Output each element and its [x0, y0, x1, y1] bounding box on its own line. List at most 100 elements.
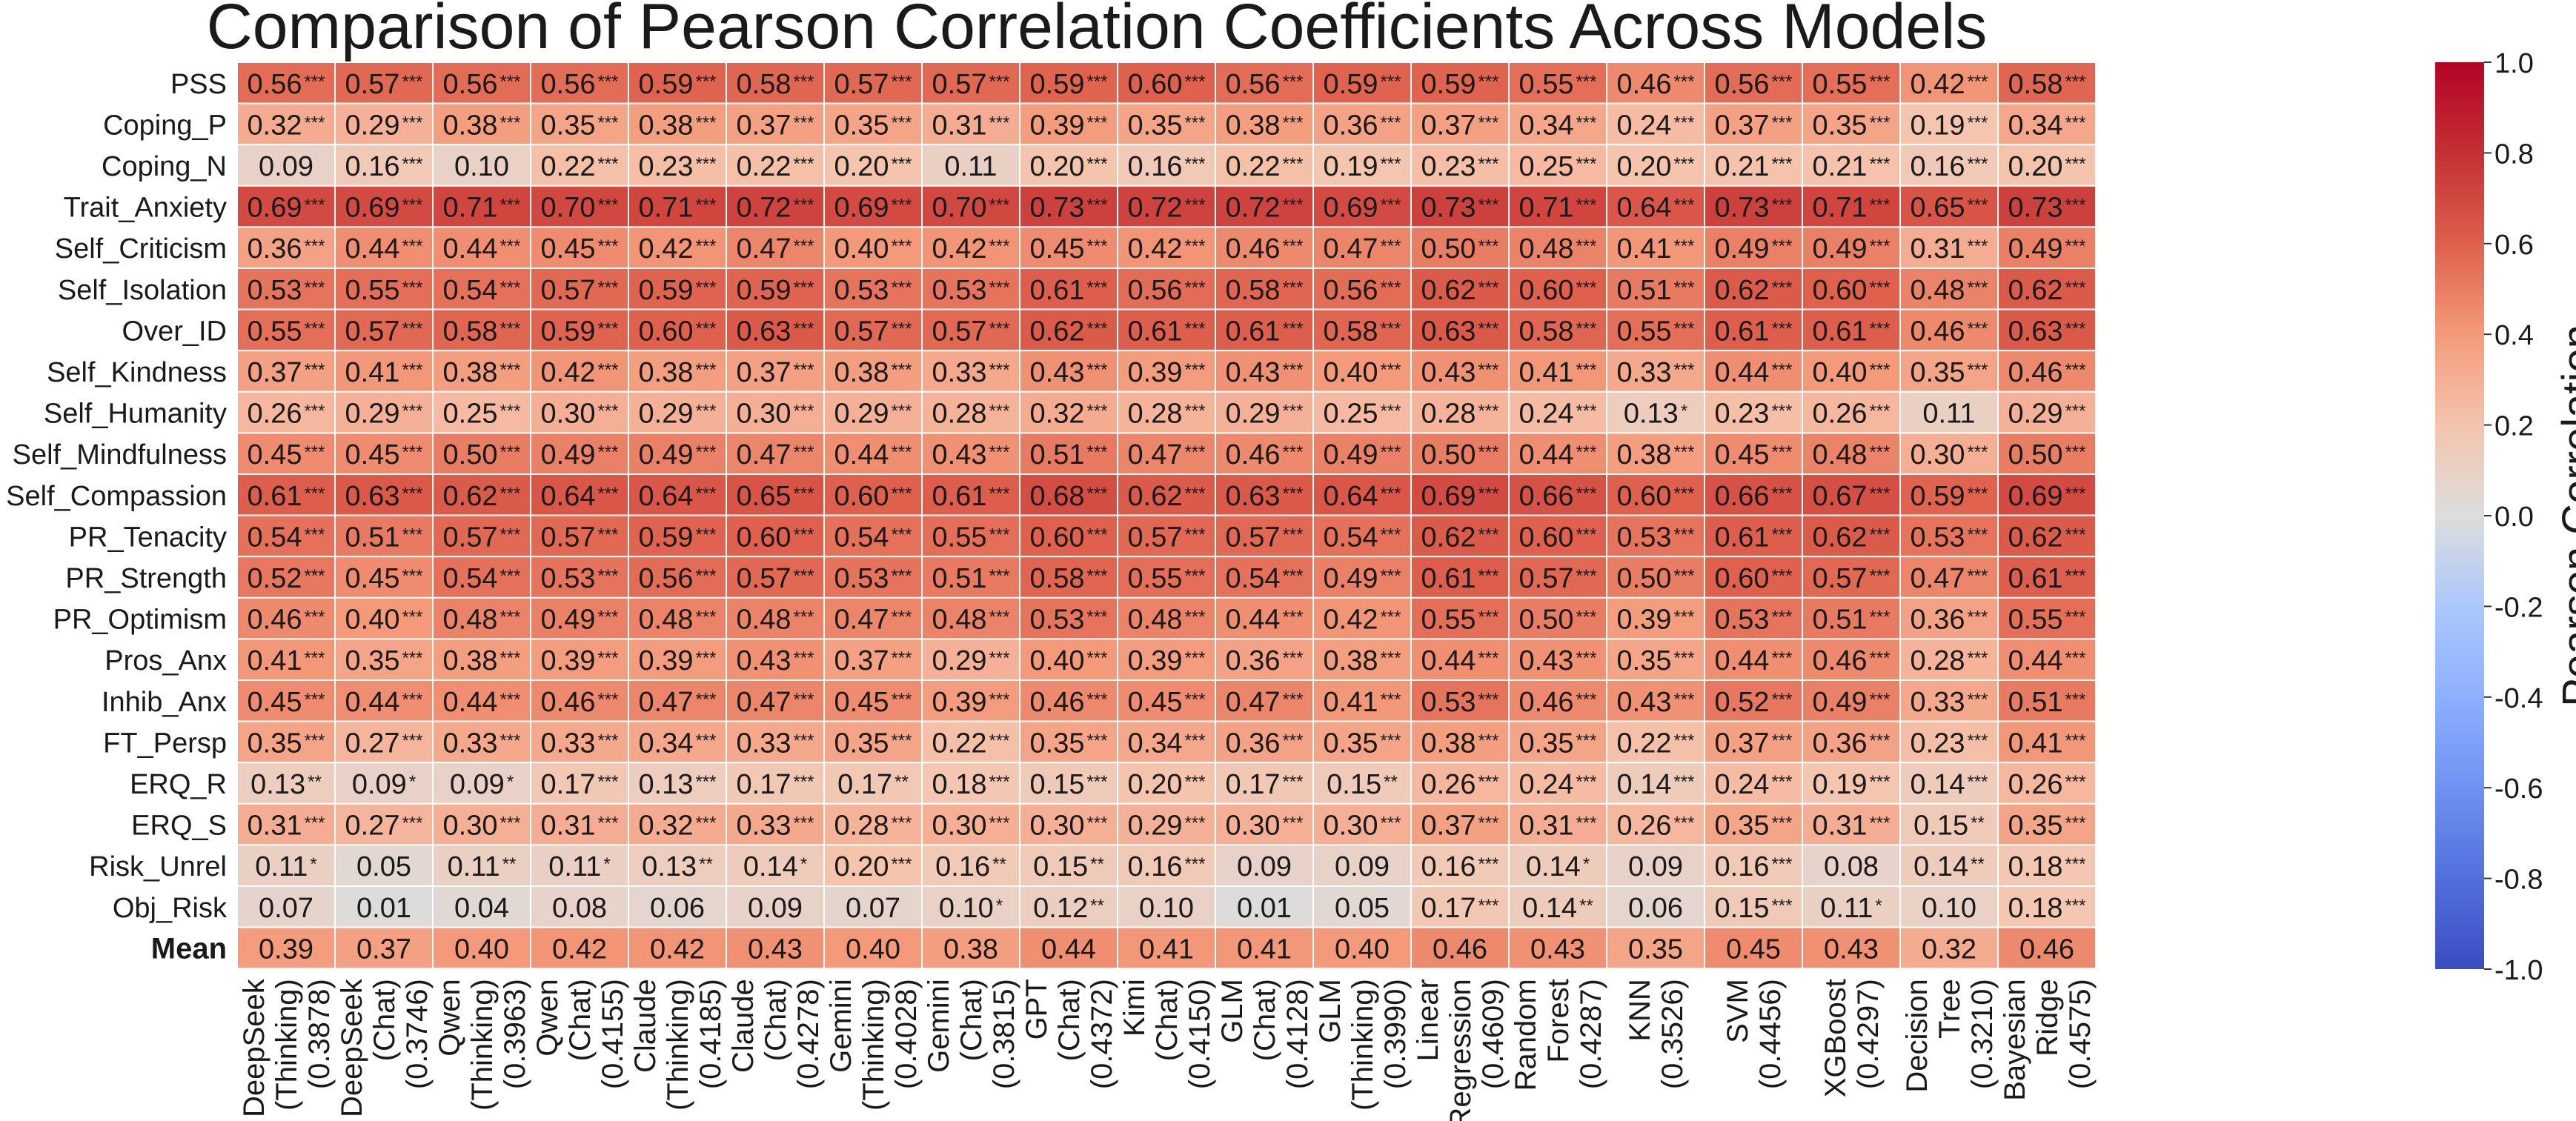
heatmap-cell: [1312, 432, 1412, 476]
cell-value-label: 0.15 ***: [1030, 769, 1108, 800]
cell-value-label: 0.38 ***: [1617, 439, 1695, 470]
heatmap-cell: [432, 802, 531, 846]
cell-value-label: 0.51 ***: [1030, 439, 1108, 470]
cell-value-label: 0.51 ***: [345, 522, 423, 553]
column-label: (Chat): [1249, 979, 1281, 1061]
cell-value-label: 0.49 ***: [541, 439, 619, 470]
heatmap-cell: [1997, 144, 2097, 187]
column-label: (0.3815): [988, 979, 1020, 1089]
column-label: Regression: [1444, 979, 1477, 1121]
cell-value-label: 0.29 ***: [639, 399, 717, 430]
heatmap-cell: [1019, 885, 1118, 928]
cell-value-label: 0.45 ***: [248, 687, 325, 718]
cell-value-label: 0.56 ***: [1324, 275, 1401, 306]
heatmap-cell: [530, 720, 629, 764]
cell-value-label: 0.50 ***: [2008, 439, 2086, 470]
cell-value-label: 0.59 ***: [541, 316, 619, 347]
cell-value-label: 0.61 ***: [1128, 316, 1206, 347]
heatmap-cell: [1312, 102, 1412, 146]
heatmap-cell: [628, 432, 727, 476]
heatmap-cell: [1019, 844, 1118, 888]
cell-value-label: 0.20 ***: [1617, 151, 1695, 182]
row-label: Self_Mindfulness: [13, 439, 227, 470]
cell-value-label: 0.09: [1335, 851, 1390, 882]
cell-value-label: 0.30 ***: [443, 811, 521, 842]
cell-value-label: 0.66 ***: [1519, 481, 1597, 512]
cell-value-label: 0.73 ***: [1421, 193, 1499, 224]
heatmap-cell: [530, 102, 629, 146]
heatmap-cell: [628, 844, 727, 888]
cell-value-label: 0.47 ***: [639, 687, 717, 718]
heatmap-cell: [1019, 514, 1118, 558]
colorbar-tick-label: -0.2: [2494, 592, 2543, 623]
heatmap-cell: [1508, 267, 1607, 310]
cell-value-label: 0.73 ***: [2008, 193, 2086, 224]
cell-value-label: 0.24 ***: [1519, 399, 1597, 430]
cell-value-label: 0.37 ***: [1715, 110, 1793, 141]
cell-value-label: 0.41: [1139, 934, 1194, 965]
heatmap-cell: [1802, 885, 1901, 928]
cell-value-label: 0.10: [454, 151, 509, 182]
column-label: (Chat): [368, 979, 401, 1061]
heatmap-cell: [921, 638, 1020, 682]
cell-value-label: 0.46: [2019, 934, 2074, 965]
cell-value-label: 0.46 ***: [1226, 233, 1304, 265]
colorbar-tick-label: 0.2: [2494, 411, 2534, 442]
cell-value-label: 0.55 ***: [1421, 605, 1499, 636]
heatmap-cell: [1997, 556, 2097, 599]
row-label: Coping_N: [102, 151, 227, 182]
column-label: (Chat): [760, 979, 792, 1061]
cell-value-label: 0.59 ***: [737, 275, 814, 306]
row-label: Self_Kindness: [47, 357, 227, 388]
cell-value-label: 0.55 ***: [1617, 316, 1695, 347]
column-label: (0.4575): [2064, 979, 2097, 1089]
cell-value-label: 0.48 ***: [1128, 605, 1206, 636]
cell-value-label: 0.14 *: [1526, 851, 1590, 882]
cell-value-label: 0.35 ***: [1617, 645, 1695, 676]
heatmap-cell: [1704, 432, 1803, 476]
heatmap-cell: [1997, 926, 2097, 970]
cell-value-label: 0.15 **: [1327, 769, 1398, 800]
heatmap-cell: [432, 144, 531, 187]
heatmap-cell: [823, 473, 923, 516]
cell-value-label: 0.15 **: [1913, 811, 1985, 842]
column-label: Ridge: [2031, 979, 2064, 1057]
cell-value-label: 0.57 ***: [834, 316, 912, 347]
cell-value-label: 0.29 ***: [345, 399, 423, 430]
cell-value-label: 0.35 ***: [2008, 811, 2086, 842]
cell-value-label: 0.60 ***: [1617, 481, 1695, 512]
heatmap-cell: [726, 144, 825, 187]
heatmap-cell: [334, 473, 434, 516]
heatmap-cell: [921, 885, 1020, 928]
cell-value-label: 0.22 ***: [1617, 728, 1695, 759]
heatmap-cell: [1606, 390, 1705, 434]
cell-value-label: 0.31 ***: [932, 110, 1010, 141]
row-label: Trait_Anxiety: [64, 193, 227, 224]
cell-value-label: 0.32: [1922, 934, 1976, 965]
cell-value-label: 0.49 ***: [2008, 233, 2086, 265]
heatmap-cell: [236, 308, 336, 352]
cell-value-label: 0.48 ***: [737, 605, 814, 636]
cell-value-label: 0.38 ***: [1324, 645, 1401, 676]
heatmap-cell: [530, 432, 629, 476]
cell-value-label: 0.36 ***: [1813, 728, 1890, 759]
heatmap-cell: [1019, 267, 1118, 310]
cell-value-label: 0.64 ***: [639, 481, 717, 512]
cell-value-label: 0.44 ***: [1421, 645, 1499, 676]
cell-value-label: 0.53 ***: [541, 563, 619, 594]
cell-value-label: 0.50 ***: [1617, 563, 1695, 594]
cell-value-label: 0.59 ***: [1421, 69, 1499, 100]
cell-value-label: 0.31 ***: [1519, 811, 1597, 842]
cell-value-label: 0.10: [1139, 893, 1194, 924]
heatmap-cell: [1802, 432, 1901, 476]
colorbar-tick-label: -0.6: [2494, 774, 2543, 805]
heatmap-cell: [726, 885, 825, 928]
cell-value-label: 0.47 ***: [737, 233, 814, 265]
cell-value-label: 0.11 *: [255, 851, 316, 882]
cell-value-label: 0.62 ***: [1421, 275, 1499, 306]
cell-value-label: 0.17 ***: [737, 769, 814, 800]
heatmap-cell: [1117, 102, 1216, 146]
heatmap-cell: [1312, 144, 1412, 187]
heatmap-cell: [1899, 638, 1999, 682]
cell-value-label: 0.59 ***: [1324, 69, 1401, 100]
